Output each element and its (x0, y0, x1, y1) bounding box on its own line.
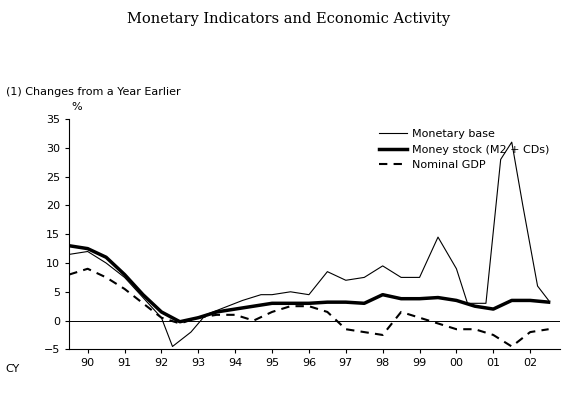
Monetary base (169, 344, 176, 349)
Monetary base (361, 275, 368, 280)
Monetary base (416, 275, 423, 280)
Money stock (M2 + CDs) (490, 306, 497, 311)
Money stock (M2 + CDs) (66, 243, 73, 248)
Money stock (M2 + CDs) (250, 304, 257, 308)
Money stock (M2 + CDs) (527, 298, 534, 303)
Money stock (M2 + CDs) (103, 255, 110, 260)
Nominal GDP (66, 272, 73, 277)
Nominal GDP (250, 318, 257, 323)
Monetary base (202, 312, 209, 317)
Monetary base (464, 301, 471, 306)
Text: %: % (71, 102, 82, 112)
Money stock (M2 + CDs) (324, 300, 331, 304)
Nominal GDP (84, 266, 91, 271)
Legend: Monetary base, Money stock (M2 + CDs), Nominal GDP: Monetary base, Money stock (M2 + CDs), N… (374, 125, 554, 175)
Nominal GDP (361, 330, 368, 334)
Money stock (M2 + CDs) (287, 301, 294, 306)
Nominal GDP (287, 304, 294, 308)
Nominal GDP (324, 310, 331, 314)
Monetary base (342, 278, 349, 283)
Monetary base (324, 269, 331, 274)
Money stock (M2 + CDs) (84, 246, 91, 251)
Nominal GDP (158, 315, 165, 320)
Money stock (M2 + CDs) (361, 301, 368, 306)
Nominal GDP (269, 310, 276, 314)
Nominal GDP (140, 301, 147, 306)
Nominal GDP (305, 304, 312, 308)
Nominal GDP (398, 310, 404, 314)
Money stock (M2 + CDs) (471, 304, 478, 308)
Text: CY: CY (6, 364, 20, 374)
Monetary base (545, 298, 552, 303)
Monetary base (224, 304, 231, 308)
Money stock (M2 + CDs) (158, 310, 165, 314)
Monetary base (379, 264, 386, 268)
Monetary base (497, 157, 504, 162)
Nominal GDP (416, 315, 423, 320)
Monetary base (534, 283, 541, 288)
Money stock (M2 + CDs) (434, 295, 441, 300)
Monetary base (398, 275, 404, 280)
Monetary base (257, 292, 264, 297)
Nominal GDP (232, 312, 239, 317)
Monetary base (287, 289, 294, 294)
Nominal GDP (434, 321, 441, 326)
Nominal GDP (121, 287, 128, 291)
Money stock (M2 + CDs) (305, 301, 312, 306)
Monetary base (434, 235, 441, 239)
Nominal GDP (508, 344, 515, 349)
Text: (1) Changes from a Year Earlier: (1) Changes from a Year Earlier (6, 87, 181, 97)
Nominal GDP (453, 327, 460, 331)
Nominal GDP (527, 330, 534, 334)
Line: Monetary base: Monetary base (69, 142, 549, 347)
Monetary base (482, 301, 489, 306)
Monetary base (508, 140, 515, 145)
Money stock (M2 + CDs) (195, 315, 202, 320)
Monetary base (103, 260, 110, 265)
Money stock (M2 + CDs) (232, 306, 239, 311)
Monetary base (84, 249, 91, 254)
Nominal GDP (379, 333, 386, 337)
Monetary base (121, 275, 128, 280)
Nominal GDP (177, 321, 183, 326)
Money stock (M2 + CDs) (508, 298, 515, 303)
Monetary base (269, 292, 276, 297)
Monetary base (239, 298, 246, 303)
Monetary base (158, 315, 165, 320)
Monetary base (305, 292, 312, 297)
Monetary base (66, 252, 73, 257)
Monetary base (188, 330, 194, 334)
Money stock (M2 + CDs) (213, 310, 220, 314)
Nominal GDP (471, 327, 478, 331)
Money stock (M2 + CDs) (379, 292, 386, 297)
Money stock (M2 + CDs) (398, 296, 404, 301)
Text: Monetary Indicators and Economic Activity: Monetary Indicators and Economic Activit… (127, 12, 450, 26)
Line: Nominal GDP: Nominal GDP (69, 269, 549, 347)
Money stock (M2 + CDs) (177, 319, 183, 324)
Money stock (M2 + CDs) (342, 300, 349, 304)
Nominal GDP (342, 327, 349, 331)
Nominal GDP (213, 312, 220, 317)
Nominal GDP (103, 275, 110, 280)
Money stock (M2 + CDs) (140, 292, 147, 297)
Money stock (M2 + CDs) (545, 300, 552, 304)
Monetary base (519, 203, 526, 208)
Monetary base (140, 295, 147, 300)
Line: Money stock (M2 + CDs): Money stock (M2 + CDs) (69, 246, 549, 322)
Money stock (M2 + CDs) (269, 301, 276, 306)
Monetary base (453, 266, 460, 271)
Nominal GDP (490, 333, 497, 337)
Money stock (M2 + CDs) (453, 298, 460, 303)
Money stock (M2 + CDs) (416, 296, 423, 301)
Nominal GDP (545, 327, 552, 331)
Nominal GDP (195, 315, 202, 320)
Money stock (M2 + CDs) (121, 272, 128, 277)
